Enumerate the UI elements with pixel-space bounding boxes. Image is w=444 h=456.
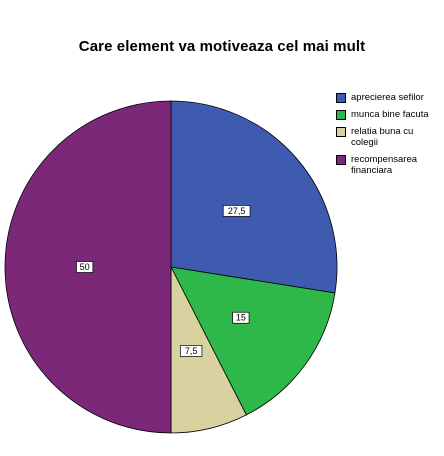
legend-item-1: aprecierea sefilor bbox=[336, 92, 442, 103]
legend-label: munca bine facuta bbox=[351, 109, 429, 120]
legend-label: relatia buna cu colegii bbox=[351, 126, 414, 148]
svg-text:50: 50 bbox=[80, 262, 90, 272]
legend-swatch bbox=[336, 127, 346, 137]
svg-text:27,5: 27,5 bbox=[228, 206, 246, 216]
data-label-4: 50 bbox=[76, 261, 94, 273]
legend-label: aprecierea sefilor bbox=[351, 92, 424, 103]
pie-slice-1 bbox=[170, 100, 338, 294]
pie-slice-2 bbox=[170, 266, 336, 416]
legend: aprecierea sefilor munca bine facuta relat… bbox=[336, 92, 442, 182]
data-label-3: 7,5 bbox=[180, 345, 203, 357]
legend-item-3: relatia buna cu colegii bbox=[336, 126, 442, 148]
legend-swatch bbox=[336, 110, 346, 120]
legend-swatch bbox=[336, 93, 346, 103]
legend-item-4: recompensarea financiara bbox=[336, 154, 442, 176]
svg-text:15: 15 bbox=[236, 313, 246, 323]
legend-swatch bbox=[336, 155, 346, 165]
chart-title: Care element va motiveaza cel mai mult bbox=[78, 38, 366, 55]
svg-text:7,5: 7,5 bbox=[185, 346, 198, 356]
legend-label: recompensarea financiara bbox=[351, 154, 418, 176]
legend-item-2: munca bine facuta bbox=[336, 109, 442, 120]
data-label-1: 27,5 bbox=[222, 205, 251, 217]
data-label-2: 15 bbox=[232, 311, 250, 324]
